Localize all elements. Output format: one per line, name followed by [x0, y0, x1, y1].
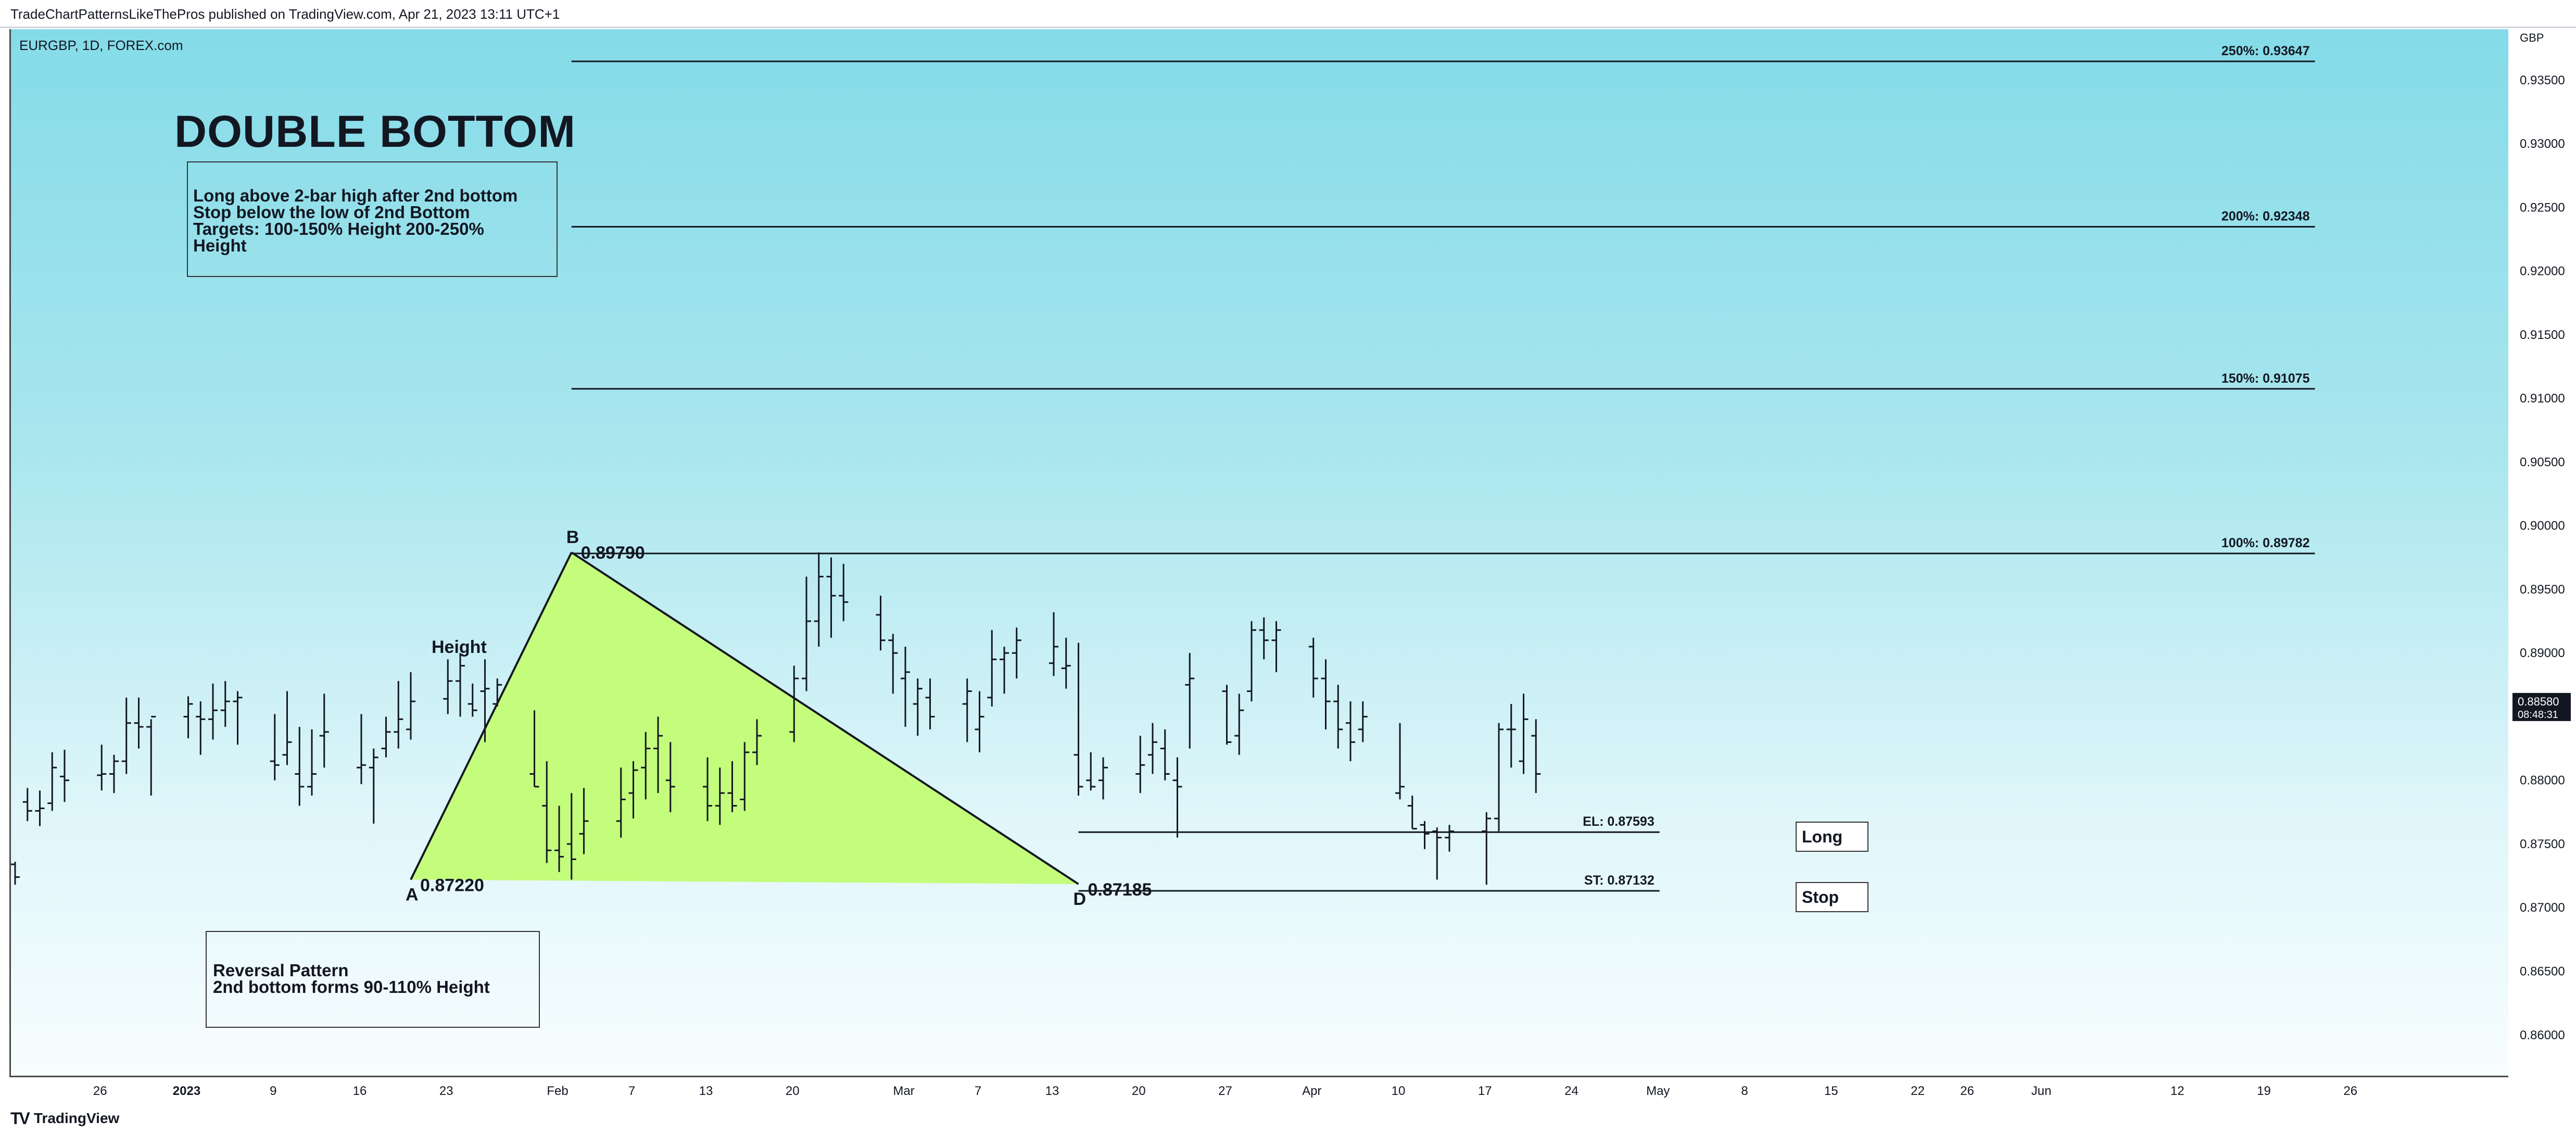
price-tick-label: 0.91000 — [2520, 392, 2565, 406]
reversal-note-box[interactable]: Reversal Pattern 2nd bottom forms 90-110… — [206, 931, 540, 1028]
fib-level-label: 150%: 0.91075 — [2221, 371, 2310, 386]
fib-level-label: 250%: 0.93647 — [2221, 44, 2310, 58]
pattern-point-label: A — [406, 885, 419, 904]
time-tick-label: 13 — [699, 1084, 713, 1098]
time-tick-label: 23 — [439, 1084, 453, 1098]
tradingview-brand: TradingView — [33, 1110, 120, 1126]
publisher-banner: TradeChartPatternsLikeThePros published … — [0, 0, 2576, 28]
rules-line: Long above 2-bar high after 2nd bottom — [193, 186, 518, 205]
time-tick-label: 27 — [1218, 1084, 1232, 1098]
time-tick-label: 17 — [1478, 1084, 1492, 1098]
pattern-leg-ab — [410, 552, 573, 880]
time-tick-label: 16 — [353, 1084, 367, 1098]
time-tick-label: May — [1646, 1084, 1670, 1098]
pattern-point-value: 0.87220 — [420, 875, 484, 895]
chart-canvas[interactable]: A 0.87220 B0.89790 D 0.87185 Height 250%: 0.93… — [11, 29, 2510, 1076]
stop-tag[interactable]: Stop — [1796, 882, 1868, 912]
time-tick-label: 15 — [1824, 1084, 1838, 1098]
price-tick-label: 0.93500 — [2520, 73, 2565, 87]
time-tick-label: 12 — [2170, 1084, 2184, 1098]
time-tick-label: 26 — [1960, 1084, 1974, 1098]
fib-level-label: 200%: 0.92348 — [2221, 209, 2310, 224]
time-tick-label: 20 — [786, 1084, 800, 1098]
price-tick-label: 0.86500 — [2520, 964, 2565, 978]
rules-line: Stop below the low of 2nd Bottom — [193, 203, 470, 222]
price-tick-label: 0.92000 — [2520, 264, 2565, 279]
price-tick-label: 0.92500 — [2520, 200, 2565, 215]
long-tag[interactable]: Long — [1796, 822, 1868, 852]
time-tick-label: 8 — [1741, 1084, 1748, 1098]
pattern-point-label: B — [566, 527, 579, 547]
pattern-point-label: D — [1074, 889, 1087, 909]
pattern-point-value: 0.87185 — [1088, 880, 1152, 900]
price-tick-label: 0.87000 — [2520, 901, 2565, 915]
time-tick-label: 9 — [270, 1084, 276, 1098]
fib-level-label: ST: 0.87132 — [1584, 873, 1655, 888]
fib-level-label: EL: 0.87593 — [1583, 814, 1655, 829]
time-tick-label: 22 — [1911, 1084, 1925, 1098]
reversal-line: 2nd bottom forms 90-110% Height — [213, 977, 490, 997]
rules-note-box[interactable]: Long above 2-bar high after 2nd bottom S… — [187, 161, 558, 277]
time-tick-label: 20 — [1132, 1084, 1146, 1098]
price-tick-label: 0.93000 — [2520, 137, 2565, 151]
current-price-badge — [2512, 692, 2571, 721]
price-tick-label: 0.86000 — [2520, 1028, 2565, 1042]
price-axis[interactable]: GBP 0.86000 0.86500 0.87000 0.87500 0.88000 0.… — [2508, 29, 2576, 1076]
time-tick-label: 10 — [1392, 1084, 1406, 1098]
time-axis[interactable]: 26 2023 9 16 23 Feb 7 13 20 Mar 7 13 20 27 Apr 10 17 24 Ma… — [9, 1076, 2508, 1104]
pattern-triangle-fill — [411, 552, 1079, 884]
price-tick-label: 0.89000 — [2520, 646, 2565, 660]
fib-level-label: 100%: 0.89782 — [2221, 536, 2310, 550]
time-tick-label: 19 — [2257, 1084, 2271, 1098]
price-axis-canvas[interactable]: GBP 0.86000 0.86500 0.87000 0.87500 0.88000 0.… — [2508, 29, 2576, 1076]
time-tick-label: 7 — [975, 1084, 981, 1098]
footer: TV TradingView — [0, 1103, 2576, 1134]
price-tick-label: 0.91500 — [2520, 328, 2565, 342]
time-tick-label: 24 — [1564, 1084, 1579, 1098]
time-tick-label: 26 — [2343, 1084, 2357, 1098]
pattern-title: DOUBLE BOTTOM — [174, 107, 576, 157]
price-tick-label: 0.87500 — [2520, 837, 2565, 851]
tradingview-logo-icon: TV — [10, 1109, 30, 1128]
pattern-point-value: 0.89790 — [581, 543, 645, 563]
pattern-leg-bd — [571, 551, 1079, 885]
price-tick-label: 0.90000 — [2520, 519, 2565, 533]
time-axis-canvas[interactable]: 26 2023 9 16 23 Feb 7 13 20 Mar 7 13 20 27 Apr 10 17 24 Ma… — [9, 1077, 2508, 1104]
time-tick-label: 2023 — [173, 1084, 200, 1098]
time-tick-label: 7 — [628, 1084, 635, 1098]
time-tick-label: Feb — [547, 1084, 568, 1098]
time-tick-label: Apr — [1302, 1084, 1321, 1098]
price-tick-label: 0.90500 — [2520, 455, 2565, 469]
time-tick-label: 26 — [93, 1084, 107, 1098]
time-tick-label: Mar — [893, 1084, 914, 1098]
height-label: Height — [432, 637, 487, 657]
time-tick-label: Jun — [2031, 1084, 2052, 1098]
tradingview-logo[interactable]: TV TradingView — [10, 1108, 119, 1129]
reversal-line: Reversal Pattern — [213, 961, 349, 980]
chart-pane[interactable]: A 0.87220 B 0.89790 D 0.87185 Height 250%: 0.93… — [9, 29, 2511, 1076]
countdown-label: 08:48:31 — [2518, 709, 2558, 721]
price-axis-currency: GBP — [2520, 31, 2544, 44]
published-line: TradeChartPatternsLikeThePros published … — [10, 6, 560, 22]
price-tick-label: 0.88000 — [2520, 774, 2565, 788]
price-tick-label: 0.89500 — [2520, 583, 2565, 597]
rules-line: Targets: 100-150% Height 200-250% — [193, 219, 484, 238]
time-tick-label: 13 — [1045, 1084, 1059, 1098]
rules-line: Height — [193, 236, 247, 255]
symbol-label[interactable]: EURGBP, 1D, FOREX.com — [19, 37, 183, 53]
current-price-label: 0.88580 — [2518, 695, 2559, 708]
